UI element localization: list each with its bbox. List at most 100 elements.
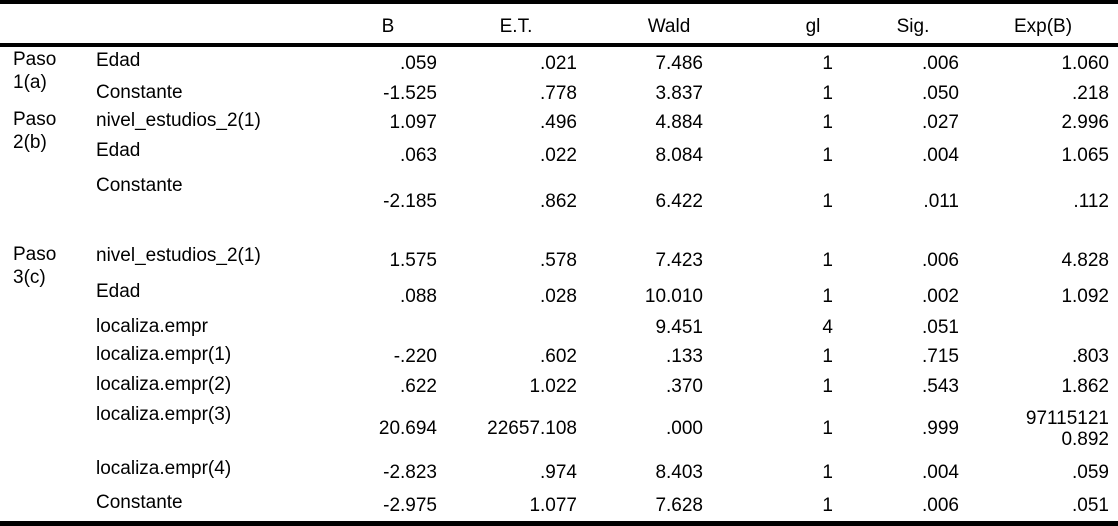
variable-cell: Constante xyxy=(96,492,183,513)
step-label-paso-2: Paso 2(b) xyxy=(13,109,57,153)
cell-sig: .027 xyxy=(922,112,959,134)
cell-expb: .112 xyxy=(1073,191,1109,213)
cell-expb: .051 xyxy=(1072,494,1109,516)
cell-et: 1.077 xyxy=(529,494,577,516)
variable-cell: Constante xyxy=(96,175,183,196)
column-header-wald: Wald xyxy=(586,2,712,47)
cell-sig: .004 xyxy=(922,462,959,484)
table-row: Paso 3(c) nivel_estudios_2(1) 1.575 .578… xyxy=(0,242,1118,288)
table-row: Paso 1(a) Edad .059 .021 7.486 1 .006 1.… xyxy=(0,45,1118,93)
table-row: localiza.empr 9.451 4 .051 xyxy=(0,313,1118,341)
cell-et: .862 xyxy=(540,191,577,213)
variable-cell: localiza.empr xyxy=(96,316,208,337)
table-row: Edad .063 .022 8.084 1 .004 1.065 xyxy=(0,137,1118,172)
cell-b: -2.823 xyxy=(383,462,437,484)
variable-cell: localiza.empr(3) xyxy=(96,404,232,425)
column-header-b: B xyxy=(306,2,446,47)
column-header-expb: Exp(B) xyxy=(968,2,1118,47)
table-row: Constante -2.975 1.077 7.628 1 .006 .051 xyxy=(0,489,1118,523)
cell-gl: 1 xyxy=(822,53,833,75)
cell-gl: 1 xyxy=(822,462,833,484)
table-row: Constante -1.525 .778 3.837 1 .050 .218 xyxy=(0,79,1118,107)
column-header-sig: Sig. xyxy=(842,2,968,47)
cell-wald: 6.422 xyxy=(655,191,703,213)
cell-sig: .002 xyxy=(922,285,959,307)
cell-b xyxy=(306,313,446,341)
cell-b: 20.694 xyxy=(378,418,437,440)
cell-gl: 1 xyxy=(822,250,833,272)
variable-cell: Edad xyxy=(96,140,141,161)
cell-gl: 1 xyxy=(822,494,833,516)
cell-et: 22657.108 xyxy=(487,418,577,440)
cell-et: .578 xyxy=(540,250,577,272)
column-header-et: E.T. xyxy=(446,2,586,47)
cell-sig: .999 xyxy=(922,418,959,440)
cell-gl: 1 xyxy=(822,112,833,134)
cell-expb: .218 xyxy=(1072,83,1109,105)
cell-b: 1.097 xyxy=(389,112,437,134)
header-row: B E.T. Wald gl Sig. Exp(B) xyxy=(0,2,1118,47)
cell-wald: 7.423 xyxy=(655,250,703,272)
cell-sig: .006 xyxy=(922,250,959,272)
cell-et: .021 xyxy=(540,53,577,75)
variable-cell: localiza.empr(4) xyxy=(96,458,232,479)
variable-cell: localiza.empr(1) xyxy=(96,344,232,365)
table-row: Constante -2.185 .862 6.422 1 .011 .112 xyxy=(0,172,1118,230)
cell-b: .063 xyxy=(400,144,437,166)
cell-wald: 8.403 xyxy=(655,462,703,484)
cell-wald: .133 xyxy=(666,346,703,368)
cell-b: .059 xyxy=(400,53,437,75)
cell-gl: 1 xyxy=(822,83,833,105)
cell-b: .088 xyxy=(400,285,437,307)
table-row: localiza.empr(2) .622 1.022 .370 1 .543 … xyxy=(0,371,1118,401)
cell-gl: 1 xyxy=(822,418,833,440)
cell-wald: 8.084 xyxy=(655,144,703,166)
cell-et: .778 xyxy=(540,83,577,105)
table-row: Edad .088 .028 10.010 1 .002 1.092 xyxy=(0,278,1118,313)
variable-cell: nivel_estudios_2(1) xyxy=(96,110,261,131)
column-header-gl: gl xyxy=(712,2,842,47)
step-label-paso-1: Paso 1(a) xyxy=(13,49,57,93)
cell-gl: 1 xyxy=(822,285,833,307)
cell-b: -2.185 xyxy=(383,191,437,213)
cell-gl: 1 xyxy=(822,191,833,213)
table-row: Paso 2(b) nivel_estudios_2(1) 1.097 .496… xyxy=(0,107,1118,153)
cell-et: .974 xyxy=(540,462,577,484)
cell-wald: 4.884 xyxy=(655,112,703,134)
cell-et: 1.022 xyxy=(529,376,577,398)
cell-sig: .543 xyxy=(922,376,959,398)
cell-expb: 1.092 xyxy=(1061,285,1109,307)
cell-sig: .011 xyxy=(923,191,959,213)
cell-et xyxy=(446,313,586,341)
cell-wald: 7.628 xyxy=(655,494,703,516)
cell-expb: 1.060 xyxy=(1061,53,1109,75)
cell-sig: .051 xyxy=(922,317,959,339)
cell-et: .602 xyxy=(540,346,577,368)
cell-expb: 4.828 xyxy=(1061,250,1109,272)
cell-et: .022 xyxy=(540,144,577,166)
cell-b: -1.525 xyxy=(383,83,437,105)
cell-gl: 4 xyxy=(822,317,833,339)
cell-expb: 1.065 xyxy=(1061,144,1109,166)
cell-b: -2.975 xyxy=(383,494,437,516)
variable-cell: Constante xyxy=(96,82,183,103)
cell-sig: .004 xyxy=(922,144,959,166)
variable-cell: localiza.empr(2) xyxy=(96,374,232,395)
cell-sig: .715 xyxy=(922,346,959,368)
cell-wald: 7.486 xyxy=(655,53,703,75)
group-spacer-cell xyxy=(0,230,1118,242)
cell-sig: .006 xyxy=(922,53,959,75)
variable-cell: Edad xyxy=(96,281,141,302)
cell-expb: .803 xyxy=(1072,346,1109,368)
header-variable-blank xyxy=(90,2,306,47)
cell-wald: .000 xyxy=(666,418,703,440)
cell-sig: .050 xyxy=(922,83,959,105)
cell-b: 1.575 xyxy=(389,250,437,272)
cell-expb: .059 xyxy=(1072,462,1109,484)
cell-et: .028 xyxy=(540,285,577,307)
cell-wald: 9.451 xyxy=(655,317,703,339)
cell-wald: 3.837 xyxy=(655,83,703,105)
cell-b: -.220 xyxy=(393,346,437,368)
header-step-blank xyxy=(0,2,90,47)
